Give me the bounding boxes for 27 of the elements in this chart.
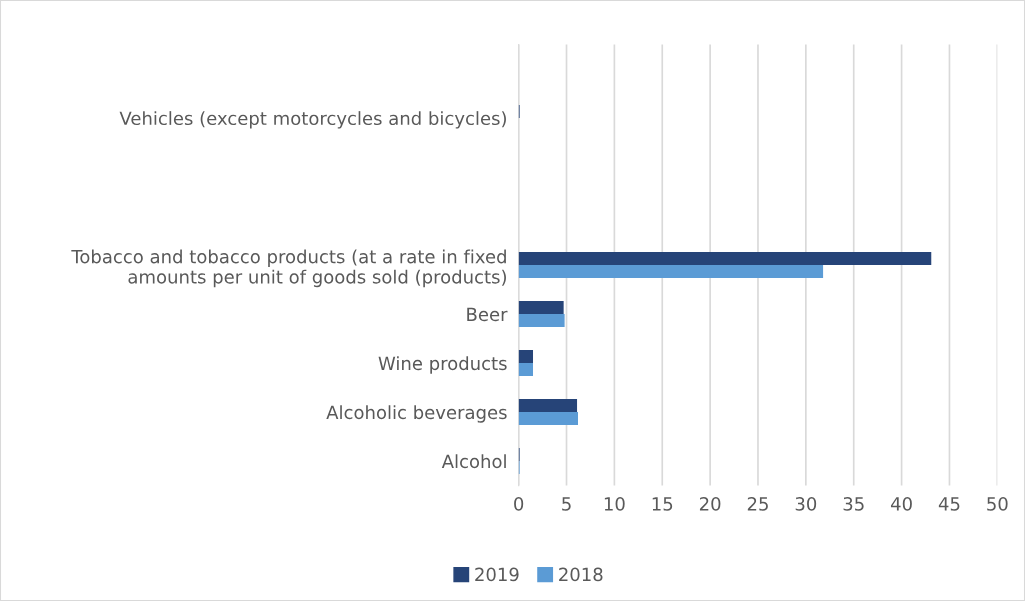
bar (518, 399, 578, 413)
x-tick-label: 35 (843, 497, 864, 511)
bar (518, 301, 564, 315)
x-tick-label: 5 (562, 497, 571, 511)
bar (518, 363, 534, 377)
legend-label: 2019 (475, 567, 519, 582)
y-tick-label: Alcohol (441, 454, 506, 469)
x-tick-label: 40 (890, 497, 912, 511)
bar (518, 252, 932, 266)
bar (518, 350, 534, 364)
legend-label: 2018 (559, 567, 603, 582)
y-tick-label: Vehicles (except motorcycles and bicycles) (119, 111, 506, 129)
bar (518, 314, 565, 328)
y-tick-label: Beer (467, 307, 508, 322)
y-tick-label: Tobacco and tobacco products (at a rate in fixed amounts per unit of goods sold (products) (71, 249, 506, 288)
x-tick-label: 0 (514, 497, 524, 511)
x-tick-label: 20 (699, 497, 721, 511)
x-tick-label: 30 (795, 497, 817, 511)
y-tick-label: Wine products (378, 356, 507, 374)
x-tick-label: 45 (938, 497, 960, 511)
x-tick-label: 10 (604, 497, 625, 511)
x-tick-label: 15 (652, 497, 673, 511)
y-tick-label: Alcoholic beverages (326, 405, 507, 423)
bar (518, 412, 579, 426)
x-tick-label: 25 (747, 497, 768, 511)
x-tick-label: 50 (987, 497, 1008, 511)
bar (518, 265, 824, 279)
